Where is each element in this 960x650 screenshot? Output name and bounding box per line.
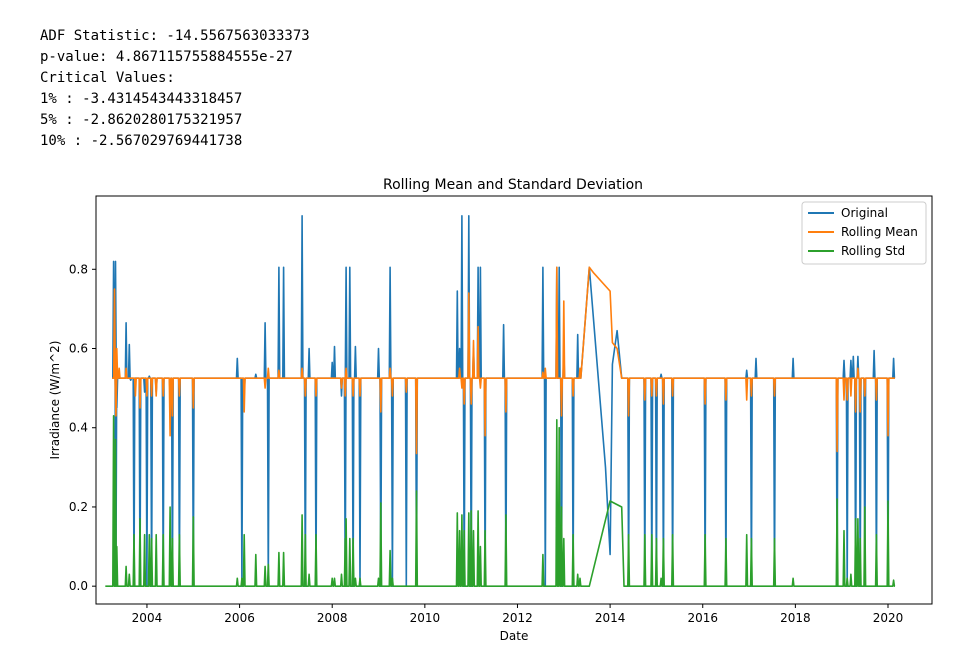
critical-value-5pct: 5% : -2.8620280175321957 bbox=[40, 112, 243, 128]
x-tick-label: 2012 bbox=[502, 611, 533, 625]
y-axis-ticks: 0.0 0.2 0.4 0.6 0.8 bbox=[69, 262, 96, 593]
adf-test-output: ADF Statistic: -14.5567563033373 p-value:… bbox=[40, 26, 310, 152]
y-axis-label: Irradiance (W/m^2) bbox=[48, 341, 62, 460]
x-tick-label: 2006 bbox=[224, 611, 255, 625]
legend: Original Rolling Mean Rolling Std bbox=[801, 201, 927, 265]
x-tick-label: 2018 bbox=[780, 611, 811, 625]
x-tick-label: 2020 bbox=[873, 611, 904, 625]
y-tick-label: 0.4 bbox=[69, 421, 88, 435]
critical-value-10pct: 10% : -2.567029769441738 bbox=[40, 133, 243, 149]
y-tick-label: 0.2 bbox=[69, 500, 88, 514]
chart-title: Rolling Mean and Standard Deviation bbox=[383, 177, 643, 193]
critical-value-1pct: 1% : -3.4314543443318457 bbox=[40, 91, 243, 107]
series-line-rolling-mean bbox=[112, 266, 895, 455]
adf-statistic-line: ADF Statistic: -14.5567563033373 bbox=[40, 28, 310, 44]
x-tick-label: 2010 bbox=[410, 611, 441, 625]
plot-lines bbox=[105, 215, 896, 587]
y-tick-label: 0.6 bbox=[69, 342, 88, 356]
legend-box bbox=[801, 201, 927, 265]
legend-label: Rolling Mean bbox=[841, 225, 918, 239]
y-tick-label: 0.0 bbox=[69, 579, 88, 593]
x-tick-label: 2008 bbox=[317, 611, 348, 625]
legend-label: Original bbox=[841, 206, 888, 220]
x-tick-label: 2016 bbox=[687, 611, 718, 625]
series-line-original bbox=[112, 215, 896, 587]
critical-values-header: Critical Values: bbox=[40, 70, 175, 86]
p-value-line: p-value: 4.867115755884555e-27 bbox=[40, 49, 293, 65]
legend-label: Rolling Std bbox=[841, 244, 905, 258]
y-tick-label: 0.8 bbox=[69, 262, 88, 276]
x-axis-ticks: 2004 2006 2008 2010 2012 2014 2016 2018 2020 bbox=[132, 604, 904, 625]
x-tick-label: 2004 bbox=[132, 611, 163, 625]
plot-frame bbox=[95, 195, 933, 605]
x-axis-label: Date bbox=[500, 629, 529, 643]
x-tick-label: 2014 bbox=[595, 611, 626, 625]
series-line-rolling-std bbox=[105, 415, 896, 587]
